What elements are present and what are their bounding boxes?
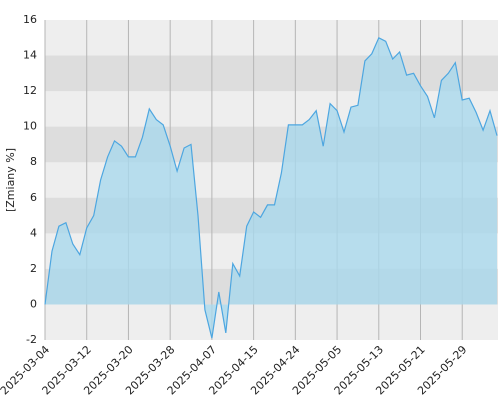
y-tick-label: 10 bbox=[23, 120, 37, 133]
y-tick-label: 14 bbox=[23, 49, 37, 62]
y-tick-label: 4 bbox=[30, 226, 37, 239]
y-tick-label: 2 bbox=[30, 262, 37, 275]
area bbox=[45, 37, 497, 339]
y-tick-label: 0 bbox=[30, 297, 37, 310]
y-tick-label: 6 bbox=[30, 191, 37, 204]
y-tick-label: 16 bbox=[23, 13, 37, 26]
band bbox=[45, 55, 498, 92]
y-tick-label: 8 bbox=[30, 155, 37, 168]
line bbox=[44, 36, 498, 339]
y-tick-label: -2 bbox=[26, 333, 37, 346]
y-tick-label: 12 bbox=[23, 84, 37, 97]
y-axis-label: [Zmiany %] bbox=[4, 148, 17, 212]
